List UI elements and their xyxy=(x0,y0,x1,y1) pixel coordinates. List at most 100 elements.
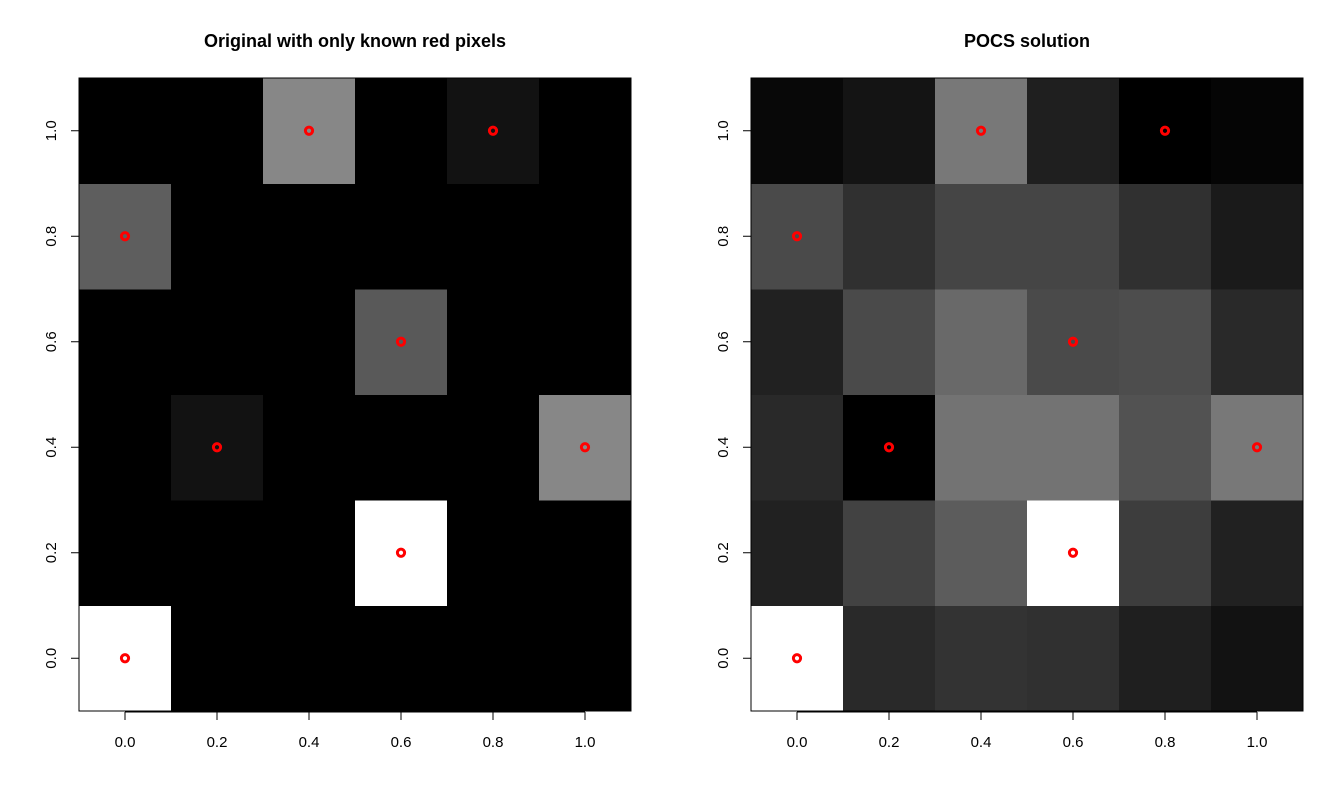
y-tick-label: 0.4 xyxy=(715,437,732,458)
known-pixel-point xyxy=(119,653,131,664)
y-tick-label: 0.6 xyxy=(715,331,732,352)
y-tick-label: 0.4 xyxy=(43,437,60,458)
y-tick-label: 0.0 xyxy=(43,648,60,669)
heatmap-cell xyxy=(1119,605,1212,712)
heatmap-cell xyxy=(355,500,448,606)
heatmap-cell xyxy=(447,289,540,395)
heatmap-cell xyxy=(539,183,632,290)
heatmap-cell xyxy=(1119,394,1212,501)
heatmap-cell xyxy=(447,183,540,290)
y-tick-label: 1.0 xyxy=(715,120,732,141)
known-pixel-point xyxy=(975,125,987,136)
known-pixel-point xyxy=(1067,336,1079,347)
heatmap-cell xyxy=(935,394,1028,501)
heatmap-cell xyxy=(79,605,172,712)
heatmap-cell xyxy=(1027,500,1120,606)
heatmap-cell xyxy=(539,78,632,184)
x-axis: 0.0 0.2 0.4 0.6 0.8 1.0 xyxy=(787,711,1268,751)
known-pixel-point xyxy=(1067,547,1079,558)
known-pixel-point xyxy=(395,547,407,558)
heatmap-cell xyxy=(935,500,1028,606)
y-tick-label: 1.0 xyxy=(43,120,60,141)
heatmap-cell xyxy=(79,78,172,184)
heatmap-cell xyxy=(1211,78,1304,184)
x-tick-label: 0.2 xyxy=(207,734,228,751)
x-tick-label: 0.4 xyxy=(971,734,992,751)
x-tick-label: 0.6 xyxy=(391,734,412,751)
y-tick-label: 0.6 xyxy=(43,331,60,352)
heatmap-cell xyxy=(935,183,1028,290)
heatmap-cell xyxy=(79,394,172,501)
known-pixel-point xyxy=(1159,125,1171,136)
heatmap-cell xyxy=(171,183,264,290)
panel-original: Original with only known red pixels 0.0 0… xyxy=(43,31,632,751)
x-axis: 0.0 0.2 0.4 0.6 0.8 1.0 xyxy=(115,711,596,751)
heatmap-cell xyxy=(935,289,1028,395)
heatmap-cell xyxy=(263,183,356,290)
heatmap-cell xyxy=(751,289,844,395)
heatmap-cell xyxy=(263,78,356,184)
heatmap-cell xyxy=(935,605,1028,712)
heatmap-cell xyxy=(843,500,936,606)
x-tick-label: 0.8 xyxy=(483,734,504,751)
heatmap-cell xyxy=(751,500,844,606)
heatmap-cell xyxy=(751,183,844,290)
heatmap-cell xyxy=(539,394,632,501)
heatmap-cell xyxy=(263,605,356,712)
heatmap-cell xyxy=(843,289,936,395)
heatmap-cell xyxy=(1119,183,1212,290)
x-tick-label: 1.0 xyxy=(1247,734,1268,751)
heatmap-cell xyxy=(447,394,540,501)
heatmap-cell xyxy=(1211,394,1304,501)
heatmap-cell xyxy=(79,289,172,395)
heatmap-cell xyxy=(1211,605,1304,712)
known-pixel-point xyxy=(791,231,803,242)
heatmap-cell xyxy=(171,605,264,712)
heatmap-cell xyxy=(355,289,448,395)
heatmap-cell xyxy=(843,394,936,501)
x-tick-label: 0.8 xyxy=(1155,734,1176,751)
heatmap-cells xyxy=(79,78,632,712)
x-tick-label: 0.4 xyxy=(299,734,320,751)
chart-title-pocs: POCS solution xyxy=(964,31,1090,51)
heatmap-cell xyxy=(539,605,632,712)
heatmap-cell xyxy=(1027,605,1120,712)
heatmap-cell xyxy=(751,605,844,712)
heatmap-cell xyxy=(171,394,264,501)
heatmap-cell xyxy=(447,500,540,606)
heatmap-cell xyxy=(1119,500,1212,606)
x-tick-label: 0.6 xyxy=(1063,734,1084,751)
heatmap-cell xyxy=(355,183,448,290)
heatmap-cell xyxy=(1211,500,1304,606)
heatmap-cell xyxy=(79,183,172,290)
heatmap-cell xyxy=(1211,183,1304,290)
heatmap-cell xyxy=(1027,394,1120,501)
heatmap-cell xyxy=(355,605,448,712)
y-tick-label: 0.0 xyxy=(715,648,732,669)
x-tick-label: 1.0 xyxy=(575,734,596,751)
heatmap-cell xyxy=(447,605,540,712)
heatmap-cell xyxy=(355,394,448,501)
known-pixel-point xyxy=(579,442,591,453)
panel-pocs: POCS solution 0.0 0.2 0.4 0.6 0.8 1.0 0.00.20… xyxy=(715,31,1304,751)
x-tick-label: 0.0 xyxy=(115,734,136,751)
y-tick-label: 0.2 xyxy=(43,542,60,563)
known-points xyxy=(791,125,1263,664)
heatmap-cell xyxy=(843,183,936,290)
heatmap-cell xyxy=(171,289,264,395)
known-pixel-point xyxy=(211,442,223,453)
heatmap-cell xyxy=(171,78,264,184)
known-points xyxy=(119,125,591,664)
heatmap-cells xyxy=(751,78,1304,712)
known-pixel-point xyxy=(883,442,895,453)
heatmap-cell xyxy=(263,289,356,395)
y-axis: 0.0 0.2 0.4 0.6 0.8 1.0 xyxy=(715,120,752,669)
heatmap-cell xyxy=(1119,289,1212,395)
heatmap-cell xyxy=(447,78,540,184)
y-tick-label: 0.2 xyxy=(715,542,732,563)
y-tick-label: 0.8 xyxy=(43,226,60,247)
heatmap-cell xyxy=(935,78,1028,184)
chart-title-original: Original with only known red pixels xyxy=(204,31,506,51)
x-tick-label: 0.2 xyxy=(879,734,900,751)
